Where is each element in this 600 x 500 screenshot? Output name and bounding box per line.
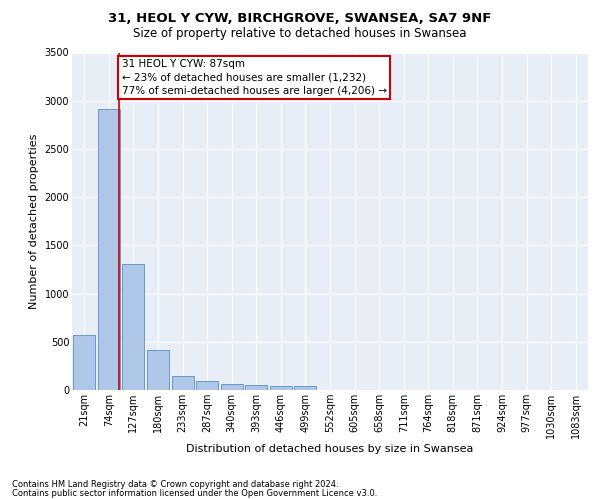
Bar	[270, 386, 292, 390]
Y-axis label: Number of detached properties: Number of detached properties	[29, 134, 39, 309]
Bar	[221, 384, 243, 390]
Text: 31, HEOL Y CYW, BIRCHGROVE, SWANSEA, SA7 9NF: 31, HEOL Y CYW, BIRCHGROVE, SWANSEA, SA7…	[109, 12, 491, 26]
Bar	[147, 350, 169, 390]
Bar	[245, 384, 268, 390]
Text: Size of property relative to detached houses in Swansea: Size of property relative to detached ho…	[133, 28, 467, 40]
Bar	[295, 386, 316, 390]
X-axis label: Distribution of detached houses by size in Swansea: Distribution of detached houses by size …	[187, 444, 473, 454]
Bar	[98, 110, 120, 390]
Bar	[122, 264, 145, 390]
Bar	[196, 382, 218, 390]
Text: 31 HEOL Y CYW: 87sqm
← 23% of detached houses are smaller (1,232)
77% of semi-de: 31 HEOL Y CYW: 87sqm ← 23% of detached h…	[122, 59, 386, 96]
Text: Contains public sector information licensed under the Open Government Licence v3: Contains public sector information licen…	[12, 489, 377, 498]
Bar	[73, 335, 95, 390]
Text: Contains HM Land Registry data © Crown copyright and database right 2024.: Contains HM Land Registry data © Crown c…	[12, 480, 338, 489]
Bar	[172, 376, 194, 390]
